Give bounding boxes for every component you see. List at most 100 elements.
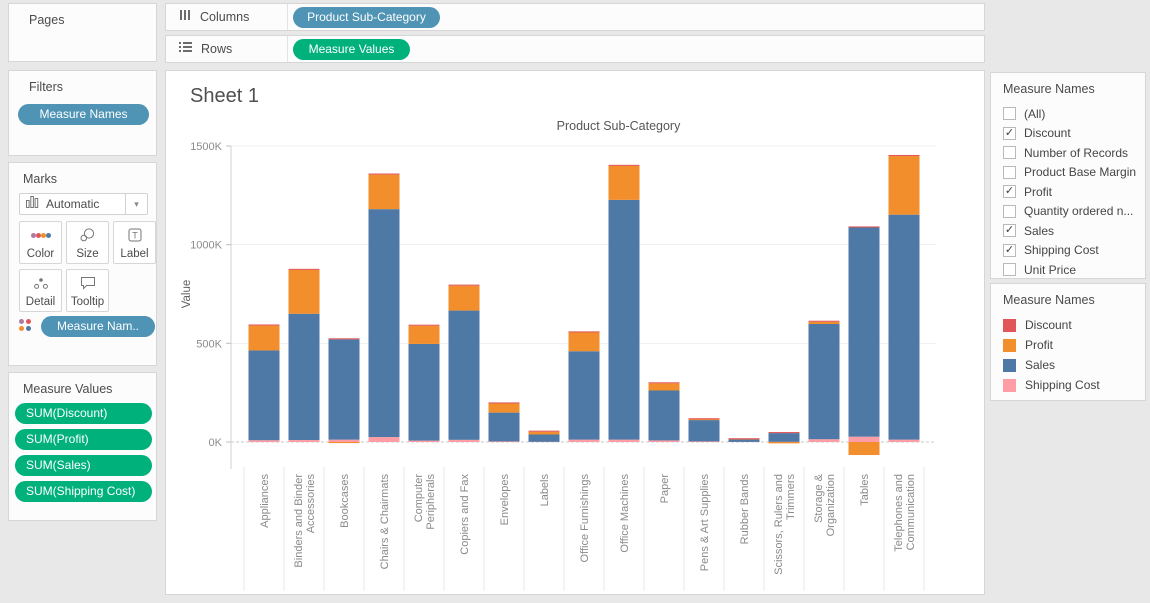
bar-segment-sales[interactable]: [328, 339, 360, 440]
filters-shelf[interactable]: Filters Measure Names: [8, 70, 157, 156]
checkbox-checked-icon[interactable]: ✓: [1003, 243, 1016, 257]
bar-segment-profit[interactable]: [288, 269, 320, 314]
checkbox-unchecked-icon[interactable]: [1003, 107, 1016, 121]
bar-segment-shipping-cost[interactable]: [448, 439, 480, 442]
size-button[interactable]: Size: [66, 221, 109, 264]
bar-segment-discount[interactable]: [768, 432, 800, 434]
measure-filter-item[interactable]: ✓ Sales: [991, 221, 1145, 241]
bar-segment-shipping-cost[interactable]: [248, 440, 280, 442]
measure-filter-item[interactable]: ✓ Shipping Cost: [991, 241, 1145, 261]
bar-segment-shipping-cost[interactable]: [288, 440, 320, 442]
bar-segment-sales[interactable]: [848, 227, 880, 437]
bar-segment-discount[interactable]: [688, 418, 720, 420]
bar-segment-discount[interactable]: [288, 268, 320, 270]
measure-filter-item[interactable]: Number of Records: [991, 143, 1145, 163]
bar-segment-profit[interactable]: [848, 442, 880, 456]
checkbox-unchecked-icon[interactable]: [1003, 204, 1016, 218]
bar-segment-shipping-cost[interactable]: [808, 439, 840, 442]
bar-segment-discount[interactable]: [408, 324, 440, 326]
tooltip-button[interactable]: Tooltip: [66, 269, 109, 312]
bar-segment-sales[interactable]: [288, 313, 320, 441]
bar-segment-discount[interactable]: [368, 173, 400, 175]
marks-pill-measure-names[interactable]: Measure Nam..: [41, 316, 155, 337]
bar-segment-profit[interactable]: [368, 174, 400, 210]
legend-item[interactable]: Sales: [991, 355, 1145, 375]
bar-segment-sales[interactable]: [688, 420, 720, 442]
columns-pill-product-sub-category[interactable]: Product Sub-Category: [293, 6, 440, 28]
bar-segment-discount[interactable]: [328, 338, 360, 340]
bar-segment-profit[interactable]: [408, 325, 440, 344]
bar-segment-sales[interactable]: [488, 412, 520, 442]
chevron-down-icon[interactable]: ▾: [125, 194, 147, 214]
bar-segment-shipping-cost[interactable]: [368, 437, 400, 442]
bar-segment-profit[interactable]: [688, 418, 720, 421]
bar-segment-sales[interactable]: [808, 323, 840, 440]
bar-segment-shipping-cost[interactable]: [408, 440, 440, 442]
bar-segment-sales[interactable]: [528, 434, 560, 442]
pages-shelf[interactable]: Pages: [8, 3, 157, 62]
checkbox-checked-icon[interactable]: ✓: [1003, 126, 1016, 140]
rows-pill-measure-values[interactable]: Measure Values: [293, 38, 410, 60]
bar-segment-profit[interactable]: [608, 165, 640, 200]
measure-filter-item[interactable]: Unit Price: [991, 260, 1145, 280]
bar-segment-sales[interactable]: [408, 343, 440, 441]
bar-segment-shipping-cost[interactable]: [568, 439, 600, 442]
bar-segment-shipping-cost[interactable]: [608, 439, 640, 442]
measure-filter-item[interactable]: ✓ Profit: [991, 182, 1145, 202]
bar-segment-profit[interactable]: [488, 403, 520, 413]
bar-segment-profit[interactable]: [528, 431, 560, 435]
filter-pill-measure-names[interactable]: Measure Names: [18, 104, 149, 125]
bar-segment-sales[interactable]: [768, 433, 800, 442]
checkbox-checked-icon[interactable]: ✓: [1003, 224, 1016, 238]
columns-shelf[interactable]: Columns Product Sub-Category: [165, 3, 985, 31]
legend-item[interactable]: Profit: [991, 335, 1145, 355]
bar-segment-profit[interactable]: [448, 285, 480, 311]
bar-segment-sales[interactable]: [648, 390, 680, 441]
mark-type-dropdown[interactable]: Automatic ▾: [19, 193, 148, 215]
bar-segment-profit[interactable]: [768, 442, 800, 444]
color-button[interactable]: Color: [19, 221, 62, 264]
legend-item[interactable]: Discount: [991, 315, 1145, 335]
rows-shelf[interactable]: Rows Measure Values: [165, 35, 985, 63]
bar-segment-discount[interactable]: [848, 226, 880, 228]
measure-value-pill[interactable]: SUM(Profit): [15, 429, 152, 450]
label-button[interactable]: T Label: [113, 221, 156, 264]
bar-segment-shipping-cost[interactable]: [848, 436, 880, 442]
bar-segment-sales[interactable]: [368, 209, 400, 438]
bar-segment-shipping-cost[interactable]: [688, 440, 720, 442]
bar-segment-profit[interactable]: [888, 156, 920, 215]
bar-segment-discount[interactable]: [888, 154, 920, 157]
legend-item[interactable]: Shipping Cost: [991, 375, 1145, 395]
measure-value-pill[interactable]: SUM(Shipping Cost): [15, 481, 152, 502]
bar-segment-discount[interactable]: [648, 382, 680, 384]
bar-segment-sales[interactable]: [888, 214, 920, 440]
bar-segment-discount[interactable]: [488, 402, 520, 404]
bar-segment-profit[interactable]: [568, 332, 600, 352]
checkbox-unchecked-icon[interactable]: [1003, 146, 1016, 160]
bar-segment-discount[interactable]: [568, 331, 600, 333]
bar-segment-sales[interactable]: [608, 199, 640, 440]
bar-segment-shipping-cost[interactable]: [488, 440, 520, 442]
checkbox-checked-icon[interactable]: ✓: [1003, 185, 1016, 199]
measure-filter-item[interactable]: ✓ Discount: [991, 124, 1145, 144]
measure-value-pill[interactable]: SUM(Discount): [15, 403, 152, 424]
bar-segment-profit[interactable]: [328, 442, 360, 444]
bar-segment-profit[interactable]: [648, 383, 680, 391]
checkbox-unchecked-icon[interactable]: [1003, 165, 1016, 179]
bar-segment-sales[interactable]: [568, 351, 600, 440]
bar-segment-profit[interactable]: [248, 325, 280, 351]
detail-button[interactable]: Detail: [19, 269, 62, 312]
measure-filter-item[interactable]: (All): [991, 104, 1145, 124]
bar-segment-discount[interactable]: [448, 284, 480, 286]
bar-segment-discount[interactable]: [248, 324, 280, 326]
bar-segment-discount[interactable]: [528, 430, 560, 432]
bar-segment-discount[interactable]: [608, 164, 640, 166]
bar-segment-discount[interactable]: [728, 438, 760, 440]
bar-segment-shipping-cost[interactable]: [648, 440, 680, 442]
bar-segment-sales[interactable]: [448, 310, 480, 440]
measure-value-pill[interactable]: SUM(Sales): [15, 455, 152, 476]
measure-filter-item[interactable]: Quantity ordered n...: [991, 202, 1145, 222]
measure-filter-item[interactable]: Product Base Margin: [991, 163, 1145, 183]
bar-segment-sales[interactable]: [728, 439, 760, 442]
bar-segment-shipping-cost[interactable]: [888, 439, 920, 442]
